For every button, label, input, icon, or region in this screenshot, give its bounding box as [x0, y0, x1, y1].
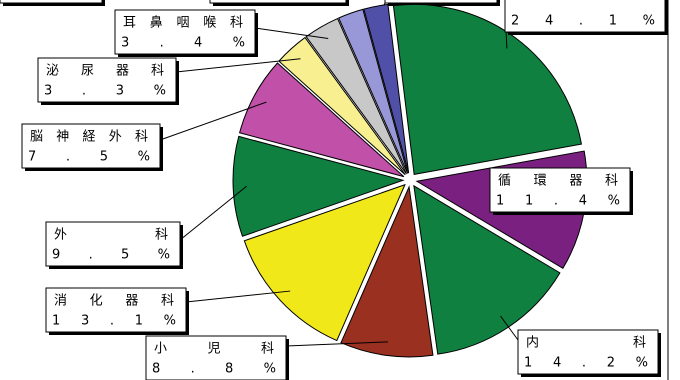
label-box: [37, 57, 177, 103]
leader-line: [179, 185, 248, 241]
label-box: [504, 0, 666, 33]
leader-line: [185, 290, 291, 303]
pie-slice: [243, 183, 406, 342]
label-box: [517, 329, 659, 375]
label-box: [145, 335, 287, 380]
pie-slice: [238, 62, 405, 178]
pie-slice: [392, 3, 583, 175]
slice-label: 耳鼻咽喉科: [123, 15, 243, 31]
label-box: [45, 287, 187, 333]
leader-line: [285, 341, 388, 347]
leader-line: [159, 101, 267, 141]
pie-slice: [413, 184, 561, 355]
leader-line: [500, 315, 519, 341]
cropped-label-boxes: [0, 0, 500, 15]
pie-slice: [363, 3, 410, 174]
label-box: [0, 0, 103, 4]
slice-label: 脳神経外科: [30, 130, 148, 145]
pie-slice: [305, 17, 407, 175]
label-box: [114, 9, 256, 55]
label-box: [45, 221, 181, 267]
leader-line: [254, 27, 329, 40]
pie-slice: [232, 135, 405, 237]
leader-line: [175, 58, 301, 73]
label-box: [489, 167, 631, 213]
label-box: [21, 123, 161, 169]
label-box: [209, 0, 347, 4]
label-box: [384, 0, 498, 4]
pie-slice: [338, 8, 409, 174]
